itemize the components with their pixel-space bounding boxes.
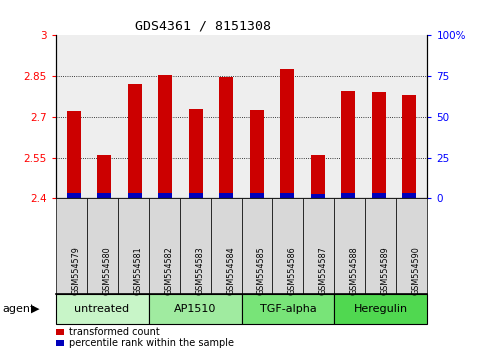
- Bar: [189, 109, 203, 198]
- Text: AP1510: AP1510: [174, 304, 216, 314]
- Text: GSM554582: GSM554582: [164, 246, 173, 295]
- Text: ▶: ▶: [31, 304, 40, 314]
- Bar: [158, 75, 172, 198]
- Text: TGF-alpha: TGF-alpha: [260, 304, 316, 314]
- Bar: [372, 92, 385, 198]
- Bar: [280, 69, 294, 198]
- Bar: [128, 193, 142, 198]
- Text: GSM554579: GSM554579: [71, 246, 80, 295]
- Text: GSM554580: GSM554580: [102, 246, 111, 295]
- Bar: [158, 193, 172, 198]
- Text: GSM554581: GSM554581: [133, 246, 142, 295]
- Bar: [67, 112, 81, 198]
- Text: untreated: untreated: [74, 304, 129, 314]
- Bar: [67, 193, 81, 198]
- Bar: [128, 84, 142, 198]
- Text: GSM554590: GSM554590: [412, 246, 421, 295]
- Bar: [219, 193, 233, 198]
- Bar: [98, 193, 111, 198]
- Bar: [189, 193, 203, 198]
- Bar: [341, 193, 355, 198]
- Text: Heregulin: Heregulin: [354, 304, 408, 314]
- Bar: [402, 95, 416, 198]
- Bar: [219, 77, 233, 198]
- Bar: [341, 91, 355, 198]
- Text: GSM554585: GSM554585: [257, 246, 266, 295]
- Bar: [250, 110, 264, 198]
- Text: GSM554587: GSM554587: [319, 246, 328, 295]
- Bar: [311, 194, 325, 198]
- Bar: [402, 193, 416, 198]
- Text: GSM554584: GSM554584: [226, 246, 235, 295]
- Text: transformed count: transformed count: [69, 327, 160, 337]
- Bar: [372, 193, 385, 198]
- Text: GDS4361 / 8151308: GDS4361 / 8151308: [135, 19, 271, 33]
- Text: GSM554589: GSM554589: [381, 246, 390, 295]
- Text: percentile rank within the sample: percentile rank within the sample: [69, 338, 234, 348]
- Text: agent: agent: [2, 304, 35, 314]
- Bar: [280, 193, 294, 198]
- Bar: [250, 193, 264, 198]
- Text: GSM554588: GSM554588: [350, 246, 359, 295]
- Bar: [311, 155, 325, 198]
- Text: GSM554583: GSM554583: [195, 246, 204, 295]
- Bar: [98, 155, 111, 198]
- Text: GSM554586: GSM554586: [288, 246, 297, 295]
